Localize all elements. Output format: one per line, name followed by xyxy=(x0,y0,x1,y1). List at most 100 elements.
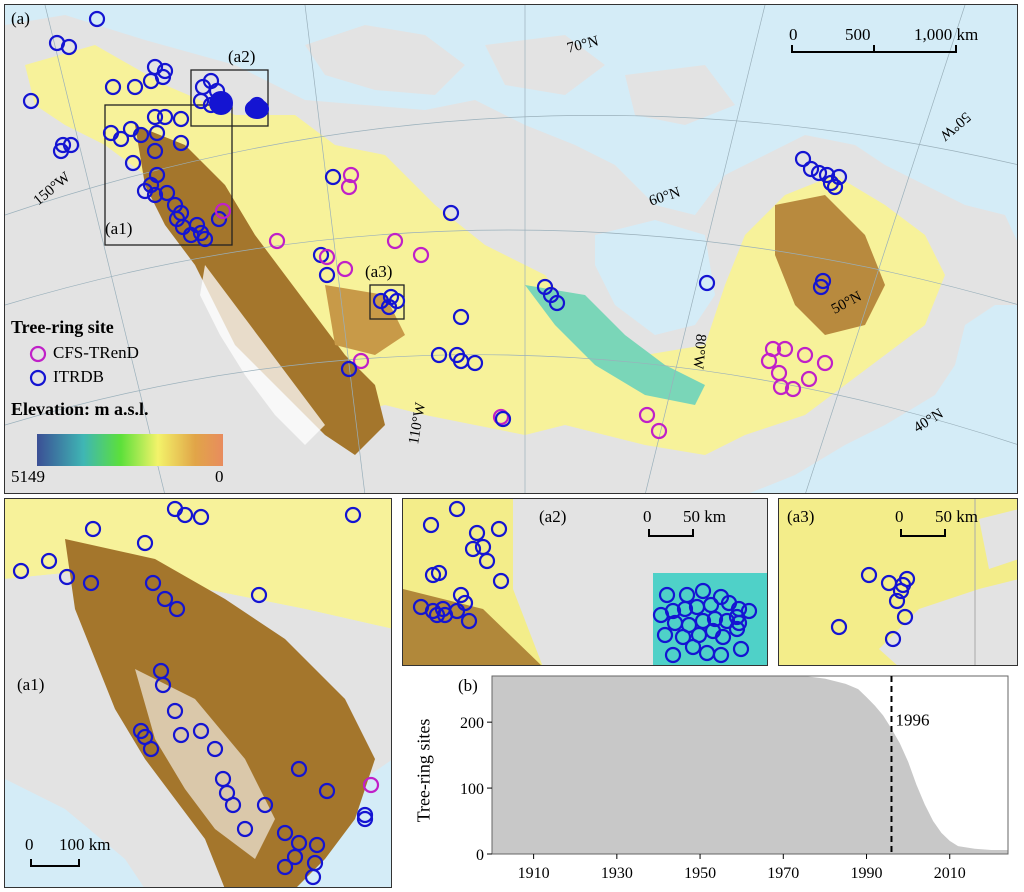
itrdb-site xyxy=(236,820,254,838)
itrdb-site xyxy=(718,612,736,630)
inset-a3-panel: (a3) 0 50 km xyxy=(778,498,1018,666)
itrdb-site xyxy=(656,626,674,644)
scale-tick-0: 0 xyxy=(789,25,798,44)
itrdb-site xyxy=(276,858,294,876)
itrdb-site xyxy=(126,78,144,96)
tree-ring-sites-area xyxy=(492,676,1008,854)
scale-tick-1000: 1,000 km xyxy=(914,25,979,44)
a3-grey-east xyxy=(979,509,1017,569)
itrdb-site xyxy=(362,776,380,794)
cordillera-snow xyxy=(200,265,325,445)
itrdb-site xyxy=(452,308,470,326)
elevation-title: Elevation: m a.s.l. xyxy=(11,399,149,419)
itrdb-site xyxy=(286,848,304,866)
itrdb-site xyxy=(250,586,268,604)
itrdb-site xyxy=(324,168,342,186)
a2-scale-tick-50: 50 km xyxy=(683,507,726,526)
lowland-area xyxy=(25,45,945,455)
itrdb-site xyxy=(884,630,902,648)
cfs-trend-site xyxy=(340,178,358,196)
a2-scale-line xyxy=(648,535,694,537)
arctic-islands xyxy=(305,25,735,125)
itrdb-site xyxy=(158,184,176,202)
itrdb-site xyxy=(104,78,122,96)
itrdb-site xyxy=(172,726,190,744)
a1-scale-tick-0: 0 xyxy=(25,835,34,854)
legend-label-cfs: CFS-TRenD xyxy=(53,343,139,362)
chart-axes-group: 1996 1910 1930 1950 1970 1990 2010 0 100 200 xyxy=(460,675,1009,882)
itrdb-site xyxy=(340,360,358,378)
itrdb-site xyxy=(318,266,336,284)
cfs-trend-site xyxy=(638,406,656,424)
inset-boxes xyxy=(104,69,405,320)
itrdb-site xyxy=(478,552,496,570)
hudson-bay xyxy=(595,220,715,335)
itrdb-site xyxy=(124,154,142,172)
itrdb-site xyxy=(146,108,164,126)
main-map-panel: (a) 0 500 1,000 km 70°N 60°N 50°N 40°N 1… xyxy=(4,4,1018,494)
itrdb-site xyxy=(896,608,914,626)
itrdb-site xyxy=(136,182,154,200)
itrdb-site xyxy=(676,600,694,618)
itrdb-site xyxy=(428,606,446,624)
a3-grey-water xyxy=(879,579,1017,665)
itrdb-site xyxy=(826,178,844,196)
cfs-trend-site xyxy=(796,346,814,364)
a3-scale-tick-0: 0 xyxy=(895,507,904,526)
cfs-trend-site xyxy=(412,246,430,264)
itrdb-site xyxy=(830,168,848,186)
a3-scale-tick-b xyxy=(944,529,946,537)
inset-a3-svg xyxy=(830,499,1017,665)
itrdb-site xyxy=(802,160,820,178)
a1-sites xyxy=(12,500,380,886)
itrdb-site xyxy=(492,572,510,590)
legend-label-itrdb: ITRDB xyxy=(53,367,104,386)
itrdb-site xyxy=(830,618,848,636)
itrdb-site xyxy=(148,124,166,142)
cfs-trend-marker-icon xyxy=(29,345,47,363)
itrdb-site xyxy=(494,410,512,428)
y-tick-label: 100 xyxy=(460,781,484,798)
main-map-label: (a) xyxy=(11,9,30,28)
itrdb-site xyxy=(430,564,448,582)
itrdb-site xyxy=(318,782,336,800)
itrdb-site xyxy=(192,508,210,526)
cfs-trend-site xyxy=(650,422,668,440)
x-tick-label: 1950 xyxy=(684,865,716,882)
cfs-trend-site xyxy=(214,202,232,220)
itrdb-site xyxy=(88,10,106,28)
eastern-highland xyxy=(775,195,885,335)
itrdb-site xyxy=(732,640,750,658)
y-tick-label: 200 xyxy=(460,715,484,732)
chart-plot-frame xyxy=(491,675,1009,855)
a3-scale-line xyxy=(900,535,946,537)
x-tick-label: 1930 xyxy=(601,865,633,882)
cfs-trend-site xyxy=(784,380,802,398)
inset-box-a1 xyxy=(104,104,233,246)
itrdb-site xyxy=(548,294,566,312)
inset-a2-svg xyxy=(403,499,767,665)
inset-label-a1: (a1) xyxy=(105,219,133,238)
elevation-max-label: 5149 xyxy=(11,467,45,486)
itrdb-site xyxy=(468,524,486,542)
legend: Tree-ring site CFS-TRenD ITRDB Elevation… xyxy=(11,317,231,487)
itrdb-site xyxy=(344,506,362,524)
itrdb-site xyxy=(448,500,466,518)
inset-label-a3: (a3) xyxy=(365,262,393,281)
itrdb-cluster-west xyxy=(209,91,233,115)
chart-y-axis-label: Tree-ring sites xyxy=(413,718,434,823)
inset-a2-label: (a2) xyxy=(539,507,567,526)
itrdb-site xyxy=(192,92,210,110)
itrdb-site xyxy=(112,130,130,148)
itrdb-site xyxy=(714,628,732,646)
itrdb-site xyxy=(192,722,210,740)
itrdb-site xyxy=(664,646,682,664)
itrdb-site xyxy=(694,582,712,600)
itrdb-site xyxy=(60,38,78,56)
itrdb-site xyxy=(712,646,730,664)
itrdb-site xyxy=(308,836,326,854)
itrdb-cluster-east xyxy=(245,99,269,119)
itrdb-site xyxy=(464,540,482,558)
inset-a2-panel: (a2) 0 50 km xyxy=(402,498,768,666)
x-tick-label: 2010 xyxy=(934,865,966,882)
